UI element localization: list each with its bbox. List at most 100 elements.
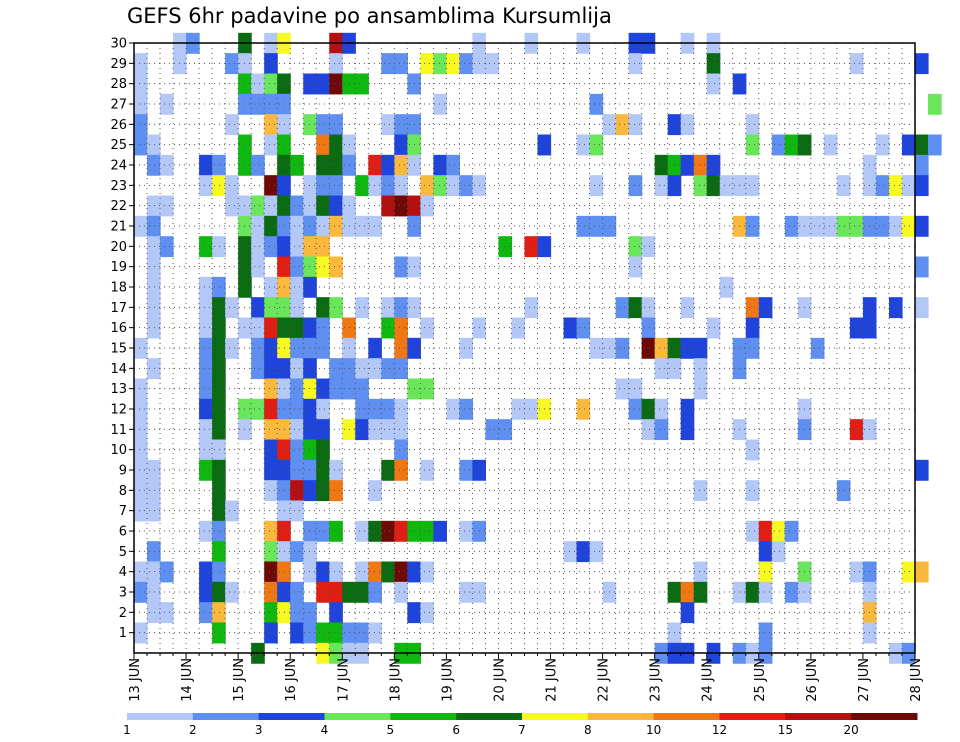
heatmap-cell xyxy=(459,581,474,603)
heatmap-cell xyxy=(199,236,213,258)
heatmap-cell xyxy=(290,581,304,603)
x-tick-label: 15 JUN xyxy=(232,658,247,702)
heatmap-cell xyxy=(394,154,408,176)
heatmap-cell xyxy=(823,134,838,156)
heatmap-cell xyxy=(693,378,708,400)
heatmap-cell xyxy=(615,297,630,319)
heatmap-cell xyxy=(745,520,760,542)
heatmap-cell xyxy=(641,337,656,359)
heatmap-cell xyxy=(277,317,291,339)
heatmap-cell xyxy=(394,317,408,339)
heatmap-cell xyxy=(147,154,161,176)
heatmap-cell xyxy=(680,297,695,319)
heatmap-cell xyxy=(147,541,161,563)
heatmap-cell xyxy=(199,276,213,298)
heatmap-cell xyxy=(264,602,278,624)
heatmap-cell xyxy=(758,622,773,644)
heatmap-cell xyxy=(654,154,669,176)
heatmap-cell xyxy=(277,215,291,237)
heatmap-cell xyxy=(693,581,708,603)
x-tick-label: 24 JUN xyxy=(701,658,716,702)
y-tick-label: 19 xyxy=(110,260,127,275)
colorbar-label: 2 xyxy=(189,723,197,737)
heatmap-cell xyxy=(160,602,174,624)
heatmap-cell xyxy=(329,256,343,278)
heatmap-cell xyxy=(277,93,291,115)
heatmap-cell xyxy=(758,561,773,583)
heatmap-cell xyxy=(303,317,317,339)
heatmap-cell xyxy=(264,358,278,380)
heatmap-cell xyxy=(264,73,278,95)
y-tick-label: 25 xyxy=(110,138,127,153)
heatmap-cell xyxy=(160,154,174,176)
heatmap-cell xyxy=(446,175,461,197)
heatmap-cell xyxy=(693,480,708,502)
heatmap-cell xyxy=(381,195,395,217)
heatmap-cell xyxy=(784,520,799,542)
heatmap-cell xyxy=(134,337,148,359)
heatmap-cell xyxy=(264,337,278,359)
heatmap-cell xyxy=(277,419,291,441)
heatmap-cell xyxy=(264,419,278,441)
heatmap-cell xyxy=(381,317,395,339)
heatmap-cell xyxy=(368,337,382,359)
y-tick-label: 28 xyxy=(110,77,127,92)
heatmap-cell xyxy=(745,175,760,197)
heatmap-cell xyxy=(394,256,408,278)
heatmap-cell xyxy=(251,297,265,319)
heatmap-cell xyxy=(134,215,148,237)
heatmap-cell xyxy=(134,378,148,400)
heatmap-cell xyxy=(719,276,734,298)
heatmap-cell xyxy=(212,337,226,359)
heatmap-cell xyxy=(394,561,408,583)
heatmap-cell xyxy=(771,134,786,156)
heatmap-cell xyxy=(264,398,278,420)
heatmap-cell xyxy=(290,602,304,624)
heatmap-cell xyxy=(199,520,213,542)
colorbar-swatch xyxy=(390,713,457,720)
heatmap-cell xyxy=(394,175,408,197)
heatmap-cell xyxy=(381,114,395,136)
heatmap-cell xyxy=(355,561,369,583)
heatmap-cell xyxy=(199,154,213,176)
heatmap-cell xyxy=(381,459,395,481)
heatmap-cell xyxy=(316,73,330,95)
heatmap-cell xyxy=(303,439,317,461)
y-tick-label: 13 xyxy=(110,382,127,397)
heatmap-cell xyxy=(212,358,226,380)
heatmap-cell xyxy=(264,195,278,217)
heatmap-cell xyxy=(290,541,304,563)
heatmap-cell xyxy=(589,134,604,156)
heatmap-cell xyxy=(901,134,916,156)
heatmap-cell xyxy=(420,175,434,197)
heatmap-cell xyxy=(316,378,330,400)
heatmap-cell xyxy=(316,337,330,359)
heatmap-cell xyxy=(199,581,213,603)
heatmap-cell xyxy=(212,439,226,461)
heatmap-cell xyxy=(134,398,148,420)
heatmap-cell xyxy=(329,53,343,75)
heatmap-cell xyxy=(134,500,148,522)
heatmap-cell xyxy=(264,134,278,156)
heatmap-cell xyxy=(693,561,708,583)
y-tick-label: 4 xyxy=(119,565,127,580)
heatmap-cell xyxy=(355,581,369,603)
heatmap-cell xyxy=(277,459,291,481)
heatmap-cell xyxy=(394,459,408,481)
heatmap-cell xyxy=(277,520,291,542)
heatmap-cell xyxy=(303,175,317,197)
heatmap-cell xyxy=(290,256,304,278)
heatmap-cell xyxy=(147,134,161,156)
heatmap-cell xyxy=(303,215,317,237)
heatmap-cell xyxy=(251,317,265,339)
heatmap-cell xyxy=(641,297,656,319)
heatmap-cell xyxy=(264,215,278,237)
heatmap-cell xyxy=(563,317,578,339)
heatmap-cell xyxy=(784,215,799,237)
heatmap-cell xyxy=(849,419,864,441)
heatmap-cell xyxy=(745,439,760,461)
heatmap-cell xyxy=(290,358,304,380)
heatmap-cell xyxy=(628,114,643,136)
heatmap-cell xyxy=(628,236,643,258)
heatmap-cell xyxy=(303,378,317,400)
